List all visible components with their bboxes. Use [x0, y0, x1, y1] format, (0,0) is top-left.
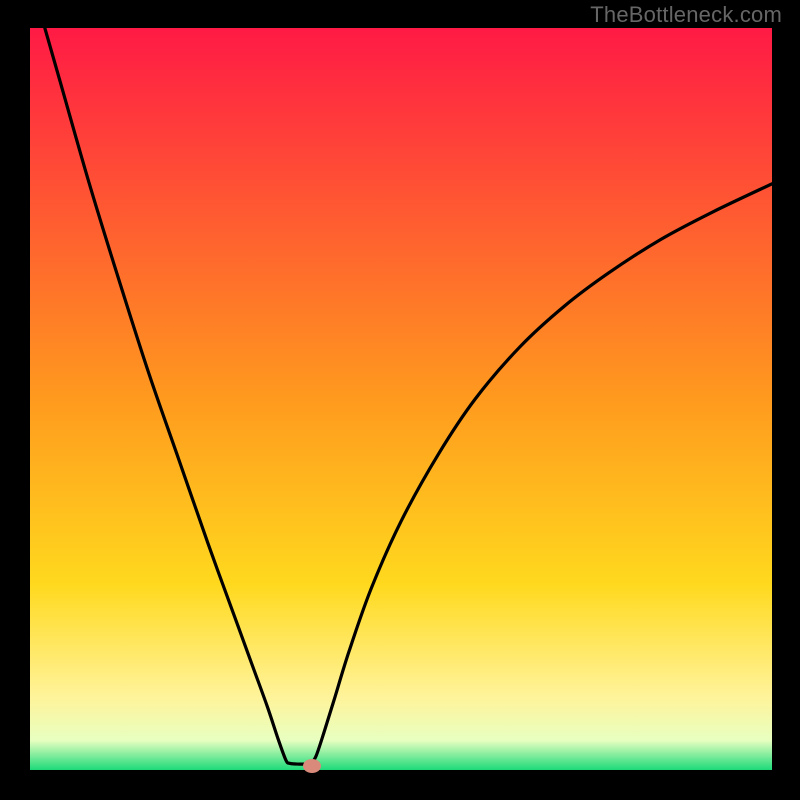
bottleneck-curve — [30, 28, 772, 770]
plot-area — [30, 28, 772, 770]
chart-container: TheBottleneck.com — [0, 0, 800, 800]
optimal-point-marker — [303, 759, 321, 773]
watermark-text: TheBottleneck.com — [590, 2, 782, 28]
